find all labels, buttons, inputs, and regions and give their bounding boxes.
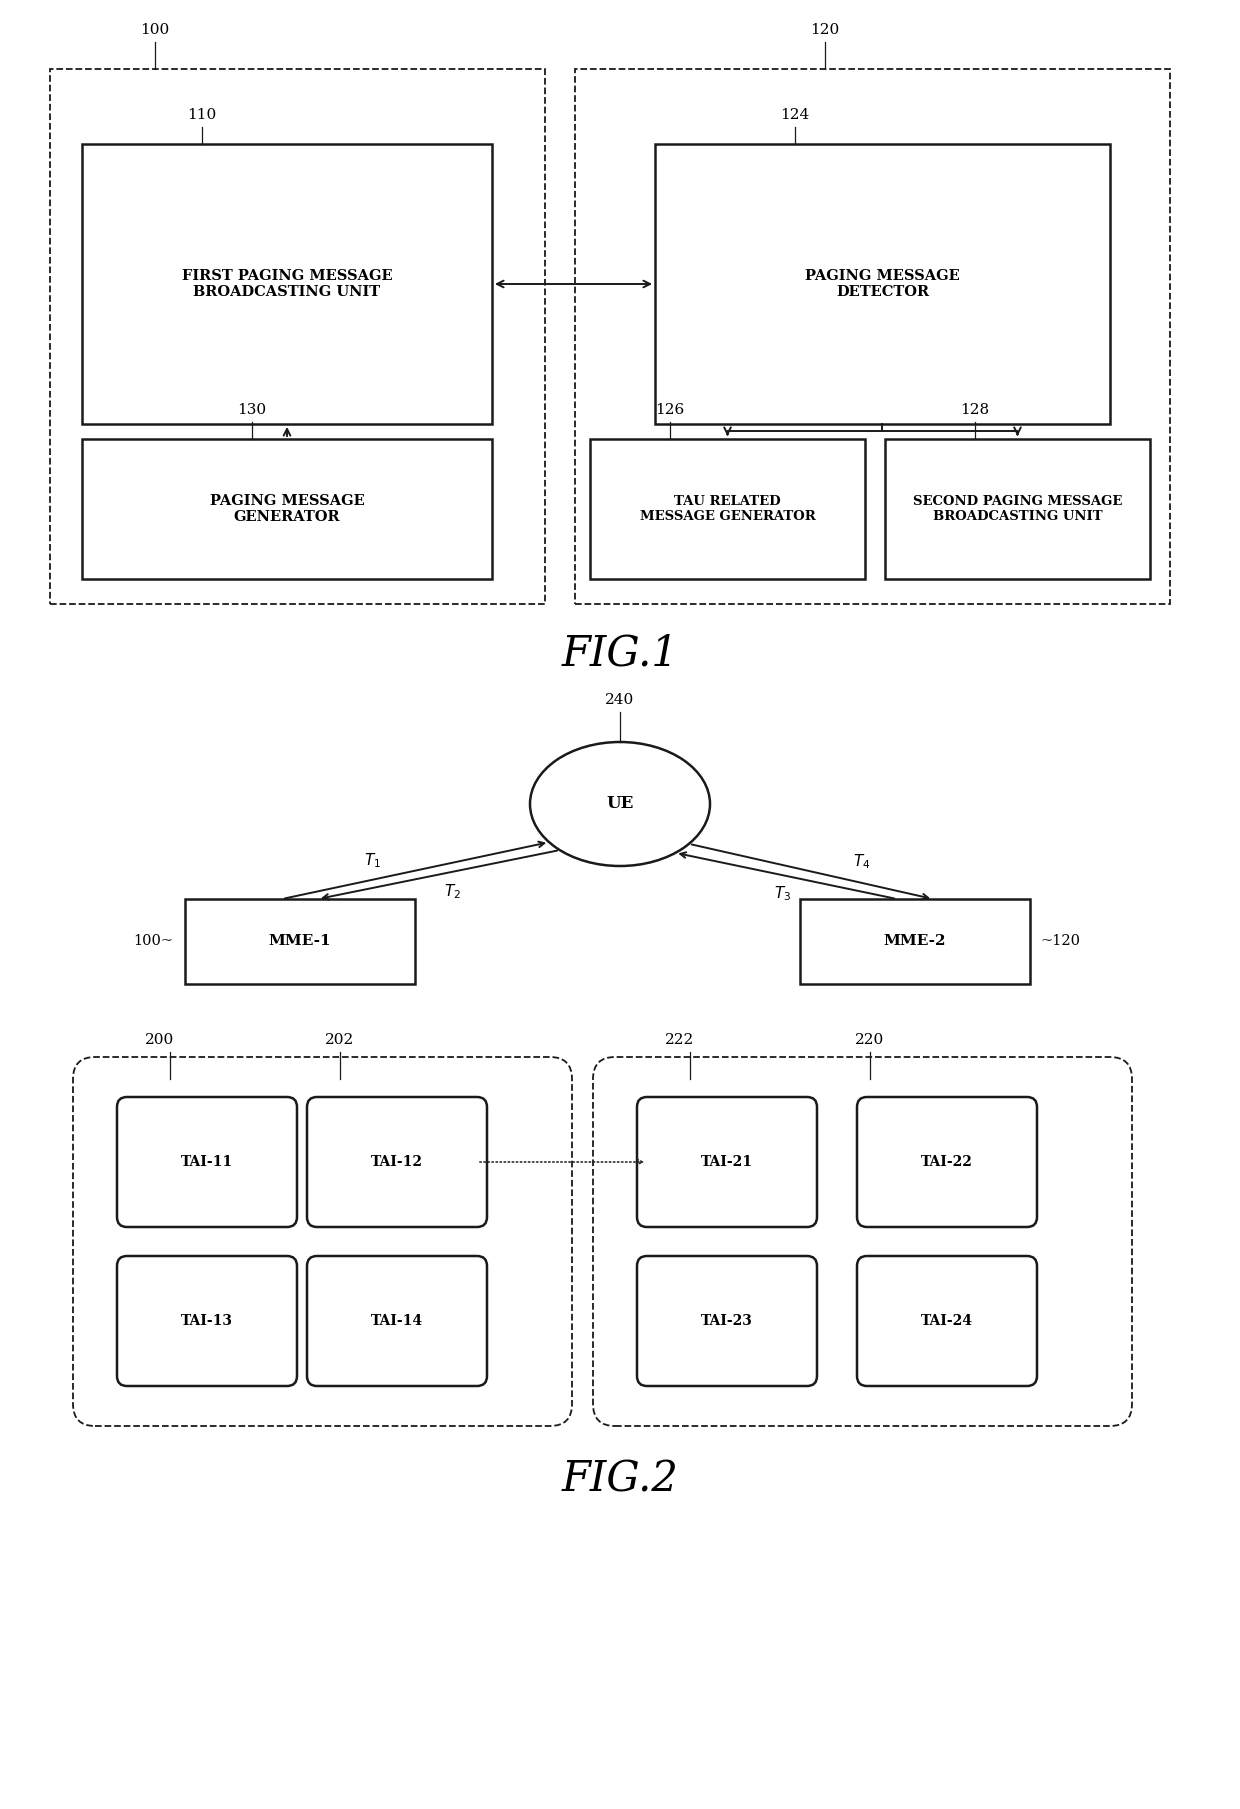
- FancyBboxPatch shape: [308, 1255, 487, 1386]
- Text: 128: 128: [961, 403, 990, 418]
- Text: 130: 130: [237, 403, 267, 418]
- Text: SECOND PAGING MESSAGE
BROADCASTING UNIT: SECOND PAGING MESSAGE BROADCASTING UNIT: [913, 496, 1122, 523]
- FancyBboxPatch shape: [575, 69, 1171, 604]
- Text: TAI-22: TAI-22: [921, 1154, 973, 1169]
- Text: $T_4$: $T_4$: [853, 852, 870, 872]
- FancyBboxPatch shape: [637, 1096, 817, 1227]
- FancyBboxPatch shape: [73, 1056, 572, 1425]
- Text: TAI-21: TAI-21: [701, 1154, 753, 1169]
- Text: 222: 222: [666, 1033, 694, 1047]
- Text: TAI-11: TAI-11: [181, 1154, 233, 1169]
- Text: 220: 220: [856, 1033, 884, 1047]
- Text: $T_1$: $T_1$: [363, 852, 381, 870]
- Text: FIG.1: FIG.1: [562, 633, 678, 675]
- Text: PAGING MESSAGE
GENERATOR: PAGING MESSAGE GENERATOR: [210, 494, 365, 525]
- Text: 124: 124: [780, 109, 810, 121]
- FancyBboxPatch shape: [308, 1096, 487, 1227]
- Text: FIG.2: FIG.2: [562, 1458, 678, 1500]
- Text: ~120: ~120: [1040, 935, 1080, 948]
- FancyBboxPatch shape: [885, 440, 1149, 579]
- FancyBboxPatch shape: [593, 1056, 1132, 1425]
- Text: 100: 100: [140, 24, 170, 36]
- Text: 120: 120: [811, 24, 839, 36]
- Text: 110: 110: [187, 109, 217, 121]
- Text: TAI-24: TAI-24: [921, 1313, 973, 1328]
- FancyBboxPatch shape: [117, 1255, 298, 1386]
- Text: TAI-12: TAI-12: [371, 1154, 423, 1169]
- Text: 200: 200: [145, 1033, 175, 1047]
- Text: PAGING MESSAGE
DETECTOR: PAGING MESSAGE DETECTOR: [805, 270, 960, 298]
- Text: TAI-13: TAI-13: [181, 1313, 233, 1328]
- Text: $T_3$: $T_3$: [774, 885, 791, 903]
- Text: FIRST PAGING MESSAGE
BROADCASTING UNIT: FIRST PAGING MESSAGE BROADCASTING UNIT: [182, 270, 392, 298]
- FancyBboxPatch shape: [50, 69, 546, 604]
- FancyBboxPatch shape: [590, 440, 866, 579]
- FancyBboxPatch shape: [655, 145, 1110, 423]
- FancyBboxPatch shape: [82, 145, 492, 423]
- FancyBboxPatch shape: [637, 1255, 817, 1386]
- Text: TAI-14: TAI-14: [371, 1313, 423, 1328]
- Text: $T_2$: $T_2$: [444, 883, 461, 901]
- Text: 126: 126: [656, 403, 684, 418]
- Text: 240: 240: [605, 693, 635, 707]
- FancyBboxPatch shape: [857, 1255, 1037, 1386]
- Ellipse shape: [529, 742, 711, 867]
- FancyBboxPatch shape: [117, 1096, 298, 1227]
- Text: TAU RELATED
MESSAGE GENERATOR: TAU RELATED MESSAGE GENERATOR: [640, 496, 816, 523]
- FancyBboxPatch shape: [800, 899, 1030, 984]
- Text: MME-2: MME-2: [884, 935, 946, 948]
- FancyBboxPatch shape: [857, 1096, 1037, 1227]
- Text: 202: 202: [325, 1033, 355, 1047]
- Text: UE: UE: [606, 796, 634, 812]
- FancyBboxPatch shape: [82, 440, 492, 579]
- Text: MME-1: MME-1: [269, 935, 331, 948]
- Text: 100~: 100~: [133, 935, 174, 948]
- Text: TAI-23: TAI-23: [701, 1313, 753, 1328]
- FancyBboxPatch shape: [185, 899, 415, 984]
